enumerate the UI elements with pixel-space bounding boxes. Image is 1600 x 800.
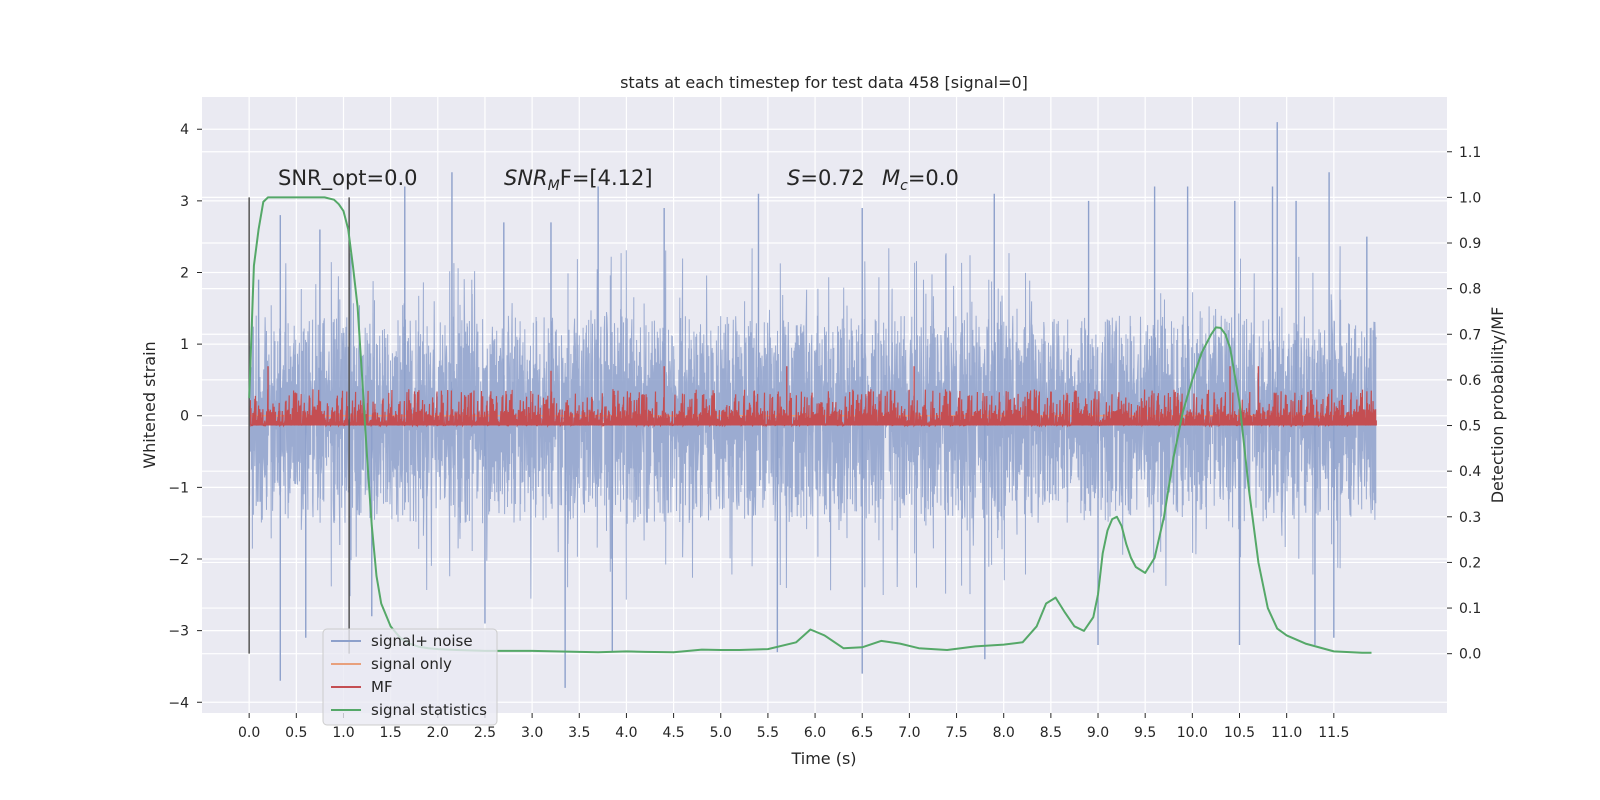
- signal-statistics-series: [248, 196, 1372, 654]
- y-tick-label-3: −1: [168, 480, 189, 496]
- y-tick-label-2: −2: [168, 552, 189, 568]
- x-tick-label-0: 0.0: [238, 725, 260, 741]
- annotation-snr-mf-value: F=[4.12]: [560, 166, 653, 190]
- y-tick-label-6: 2: [180, 265, 189, 281]
- y2-tick-label-1: 0.1: [1459, 601, 1481, 617]
- mf-line: [248, 389, 1377, 428]
- legend: signal+ noise signal only MF signal stat…: [322, 628, 498, 726]
- x-tick-label-6: 3.0: [521, 725, 543, 741]
- y-axis-label: Whitened strain: [140, 341, 159, 468]
- x-axis-label: Time (s): [790, 749, 856, 768]
- x-tick-label-11: 5.5: [757, 725, 779, 741]
- x-tick-label-7: 3.5: [568, 725, 590, 741]
- y2-tick-label-7: 0.7: [1459, 327, 1481, 343]
- x-tick-label-19: 9.5: [1134, 725, 1156, 741]
- y2-tick-label-9: 0.9: [1459, 236, 1481, 252]
- x-tick-label-20: 10.0: [1177, 725, 1208, 741]
- annotation-mc-symbol: M: [882, 166, 900, 190]
- legend-frame: [322, 628, 498, 726]
- x-axis-ticks: 0.0 0.5 1.0 1.5 2.0 2.5 3.0 3.5 4.0 4.5 5.0 5.5 6.0 6…: [238, 713, 1349, 741]
- x-tick-label-2: 1.0: [332, 725, 354, 741]
- y2-axis-ticks: 0.0 0.1 0.2 0.3 0.4 0.5 0.6 0.7 0.8 0.9 1.0 1.1: [1447, 145, 1481, 663]
- annotation-mc-value: =0.0: [908, 166, 959, 190]
- x-tick-label-15: 7.5: [945, 725, 967, 741]
- y-tick-label-4: 0: [180, 409, 189, 425]
- x-tick-label-13: 6.5: [851, 725, 873, 741]
- x-tick-label-10: 5.0: [710, 725, 732, 741]
- x-tick-label-1: 0.5: [285, 725, 307, 741]
- annotation-s-value: =0.72: [800, 166, 864, 190]
- annotation-mc: Mc=0.0: [882, 166, 959, 194]
- x-tick-label-8: 4.0: [615, 725, 637, 741]
- x-tick-label-4: 2.0: [427, 725, 449, 741]
- y2-tick-label-6: 0.6: [1459, 373, 1481, 389]
- y2-tick-label-8: 0.8: [1459, 282, 1481, 298]
- annotation-snr-opt: SNR_opt=0.0: [278, 166, 418, 191]
- x-tick-label-14: 7.0: [898, 725, 920, 741]
- y2-tick-label-4: 0.4: [1459, 464, 1481, 480]
- x-tick-label-3: 1.5: [380, 725, 402, 741]
- y2-axis-label: Detection probability/MF: [1488, 307, 1507, 504]
- y2-tick-label-2: 0.2: [1459, 555, 1481, 571]
- annotation-snr-mf-subscript: M: [548, 178, 560, 194]
- y-tick-label-1: −3: [168, 624, 189, 640]
- y2-tick-label-5: 0.5: [1459, 419, 1481, 435]
- annotation-mc-subscript: c: [900, 178, 908, 194]
- x-tick-label-22: 11.0: [1271, 725, 1302, 741]
- chart-title: stats at each timestep for test data 458…: [620, 73, 1028, 92]
- legend-label-mf: MF: [371, 678, 393, 696]
- x-tick-label-5: 2.5: [474, 725, 496, 741]
- x-tick-label-21: 10.5: [1224, 725, 1255, 741]
- x-tick-label-16: 8.0: [993, 725, 1015, 741]
- x-tick-label-12: 6.0: [804, 725, 826, 741]
- legend-label-signal-only: signal only: [371, 655, 452, 673]
- x-tick-label-17: 8.5: [1040, 725, 1062, 741]
- annotation-snr-mf-symbol: SNR: [504, 166, 548, 190]
- signal-statistics-line: [248, 196, 1372, 654]
- annotation-snr-mf: SNRMF=[4.12]: [504, 166, 653, 194]
- legend-label-signal-statistics: signal statistics: [371, 701, 487, 719]
- x-tick-label-23: 11.5: [1318, 725, 1349, 741]
- y-tick-label-5: 1: [180, 337, 189, 353]
- y-tick-label-0: −4: [168, 695, 189, 711]
- x-tick-label-9: 4.5: [662, 725, 684, 741]
- annotation-s: S=0.72: [787, 166, 865, 190]
- y2-tick-label-3: 0.3: [1459, 510, 1481, 526]
- y-tick-label-7: 3: [180, 194, 189, 210]
- y2-tick-label-0: 0.0: [1459, 647, 1481, 663]
- vertical-markers: [248, 197, 350, 654]
- y-axis-ticks: −4 −3 −2 −1 0 1 2 3 4: [168, 122, 202, 711]
- x-tick-label-18: 9.0: [1087, 725, 1109, 741]
- legend-label-signal-noise: signal+ noise: [371, 632, 473, 650]
- mf-series: [248, 366, 1377, 428]
- y2-tick-label-11: 1.1: [1459, 145, 1481, 161]
- y-tick-label-8: 4: [180, 122, 189, 138]
- y2-tick-label-10: 1.0: [1459, 190, 1481, 206]
- annotation-s-symbol: S: [787, 166, 800, 190]
